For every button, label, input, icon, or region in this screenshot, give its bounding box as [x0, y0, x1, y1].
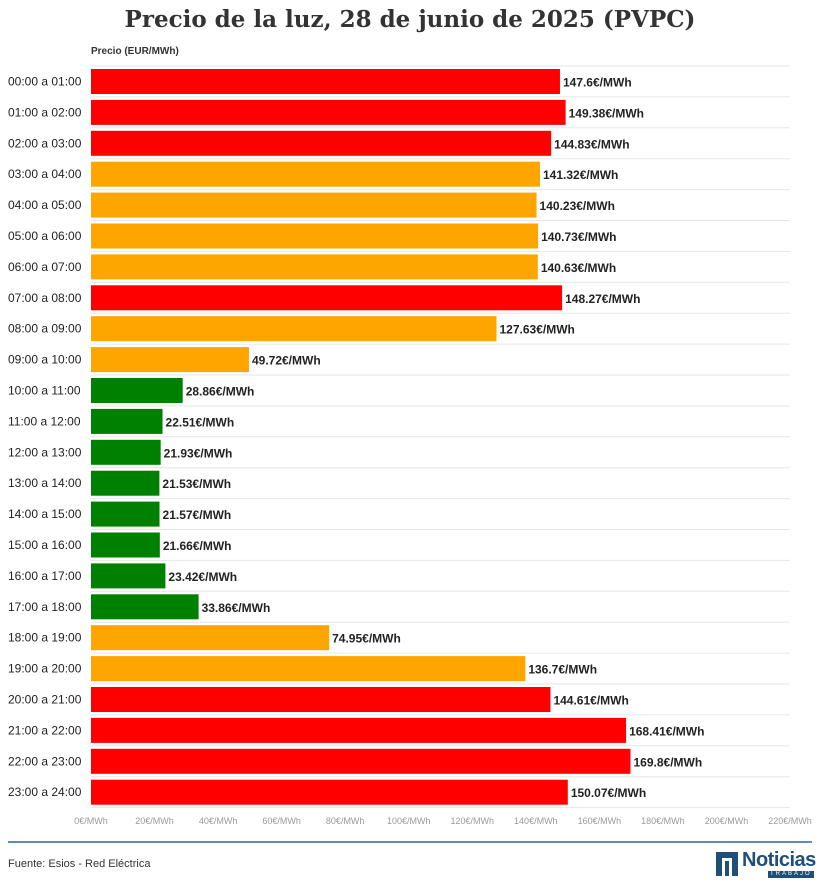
- hour-label: 17:00 a 18:00: [8, 600, 82, 614]
- value-label: 74.95€/MWh: [332, 632, 401, 646]
- value-label: 21.57€/MWh: [163, 508, 232, 522]
- hour-label: 07:00 a 08:00: [8, 291, 82, 305]
- price-bar: [91, 378, 183, 403]
- value-label: 21.53€/MWh: [162, 477, 231, 491]
- value-label: 148.27€/MWh: [565, 292, 640, 306]
- hour-label: 04:00 a 05:00: [8, 198, 82, 212]
- price-bar: [91, 748, 631, 774]
- value-label: 22.51€/MWh: [166, 415, 235, 429]
- value-label: 168.41€/MWh: [629, 724, 704, 738]
- price-bar: [91, 656, 526, 682]
- price-bar: [91, 470, 160, 496]
- price-bar: [91, 130, 552, 156]
- hour-label: 10:00 a 11:00: [8, 384, 81, 398]
- price-bar: [91, 408, 163, 434]
- hour-label: 13:00 a 14:00: [8, 476, 82, 490]
- hour-label: 21:00 a 22:00: [8, 723, 82, 737]
- logo-mark-icon: [716, 852, 738, 876]
- footer-divider: [8, 841, 812, 843]
- y-axis-label: Precio (EUR/MWh): [91, 46, 179, 57]
- x-tick-label: 100€/MWh: [387, 816, 431, 826]
- value-label: 150.07€/MWh: [571, 786, 646, 800]
- price-bar: [91, 69, 560, 94]
- hour-label: 15:00 a 16:00: [8, 538, 82, 552]
- x-tick-label: 80€/MWh: [326, 816, 365, 826]
- price-bar: [91, 687, 551, 712]
- value-label: 140.23€/MWh: [540, 199, 615, 213]
- value-label: 169.8€/MWh: [634, 755, 703, 769]
- price-bar: [91, 161, 541, 187]
- value-label: 144.61€/MWh: [553, 694, 628, 708]
- value-label: 140.73€/MWh: [541, 230, 616, 244]
- value-label: 144.83€/MWh: [554, 137, 629, 151]
- hour-label: 01:00 a 02:00: [8, 105, 82, 119]
- chart-title: Precio de la luz, 28 de junio de 2025 (P…: [124, 6, 696, 33]
- price-bar: [91, 625, 330, 651]
- x-tick-label: 140€/MWh: [514, 816, 558, 826]
- hour-label: 09:00 a 10:00: [8, 353, 82, 367]
- price-bar: [91, 563, 166, 589]
- price-bar: [91, 594, 199, 620]
- value-label: 147.6€/MWh: [563, 76, 632, 90]
- x-tick-label: 40€/MWh: [199, 816, 238, 826]
- source-text: Fuente: Esios - Red Eléctrica: [8, 858, 151, 870]
- price-bar: [91, 285, 563, 311]
- price-bar: [91, 254, 538, 280]
- x-tick-label: 0€/MWh: [74, 816, 108, 826]
- value-label: 28.86€/MWh: [186, 385, 255, 399]
- price-bar: [91, 223, 539, 249]
- price-bar: [91, 439, 161, 465]
- hour-label: 19:00 a 20:00: [8, 662, 82, 676]
- hour-label: 11:00 a 12:00: [8, 414, 81, 428]
- price-bar: [91, 779, 568, 805]
- logo-subtext: TRABAJO: [768, 871, 814, 878]
- value-label: 23.42€/MWh: [168, 570, 237, 584]
- x-tick-label: 180€/MWh: [641, 816, 685, 826]
- price-bar: [91, 192, 537, 218]
- x-tick-label: 160€/MWh: [578, 816, 622, 826]
- price-bar: [91, 347, 249, 373]
- x-tick-label: 220€/MWh: [768, 816, 812, 826]
- hour-label: 06:00 a 07:00: [8, 260, 82, 274]
- hour-label: 02:00 a 03:00: [8, 136, 82, 150]
- hour-label: 22:00 a 23:00: [8, 754, 82, 768]
- hour-label: 05:00 a 06:00: [8, 229, 82, 243]
- noticias-trabajo-logo: Noticias TRABAJO: [716, 849, 816, 878]
- bar-chart: 00:00 a 01:00 147.6€/MWh 01:00 a 02:00 149.…: [8, 65, 812, 826]
- hour-label: 20:00 a 21:00: [8, 693, 82, 707]
- hour-label: 23:00 a 24:00: [8, 785, 82, 799]
- value-label: 149.38€/MWh: [569, 106, 644, 120]
- value-label: 127.63€/MWh: [500, 323, 575, 337]
- price-bar: [91, 316, 497, 342]
- x-tick-label: 20€/MWh: [135, 816, 174, 826]
- value-label: 136.7€/MWh: [528, 663, 597, 677]
- value-label: 141.32€/MWh: [543, 168, 618, 182]
- price-bar: [91, 99, 566, 125]
- hour-label: 00:00 a 01:00: [8, 75, 82, 89]
- hour-label: 18:00 a 19:00: [8, 631, 82, 645]
- x-tick-label: 200€/MWh: [705, 816, 749, 826]
- hour-label: 03:00 a 04:00: [8, 167, 82, 181]
- value-label: 21.66€/MWh: [163, 539, 232, 553]
- value-label: 21.93€/MWh: [164, 446, 233, 460]
- hour-label: 08:00 a 09:00: [8, 322, 82, 336]
- logo-text: Noticias: [742, 849, 816, 871]
- price-bar: [91, 501, 160, 527]
- price-bar: [91, 717, 627, 743]
- hour-label: 12:00 a 13:00: [8, 445, 82, 459]
- value-label: 140.63€/MWh: [541, 261, 616, 275]
- value-label: 33.86€/MWh: [202, 601, 271, 615]
- value-label: 49.72€/MWh: [252, 354, 321, 368]
- hour-label: 16:00 a 17:00: [8, 569, 82, 583]
- x-tick-label: 60€/MWh: [262, 816, 301, 826]
- x-tick-label: 120€/MWh: [451, 816, 495, 826]
- price-bar: [91, 532, 160, 558]
- hour-label: 14:00 a 15:00: [8, 507, 82, 521]
